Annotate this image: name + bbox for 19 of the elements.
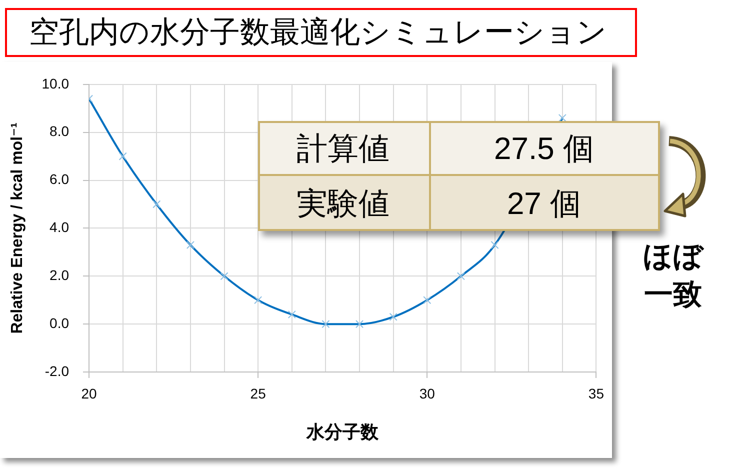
y-axis-title: Relative Energy / kcal mol⁻¹ [9,122,26,334]
y-tick-label: 4.0 [50,219,70,236]
y-tick-label: 0.0 [50,314,70,331]
y-tick-label: 6.0 [50,171,70,188]
x-tick-label: 30 [419,385,436,402]
y-tick-label: 2.0 [50,266,70,283]
annotation: 実験値 [296,184,390,222]
x-axis-title: 水分子数 [306,422,380,442]
chart-title: 空孔内の水分子数最適化シミュレーション [29,15,607,50]
annotation: 27.5 個 [494,130,594,168]
annotation: 27 個 [506,184,582,222]
x-tick-label: 20 [81,385,97,402]
x-tick-label: 35 [588,385,604,402]
y-tick-label: 10.0 [42,75,70,92]
x-tick-label: 25 [250,385,266,402]
text: ほぼ一致 [642,240,705,313]
y-tick-label: -2.0 [44,362,70,379]
y-tick-label: 8.0 [50,123,70,140]
annotation: 計算値 [296,130,390,168]
